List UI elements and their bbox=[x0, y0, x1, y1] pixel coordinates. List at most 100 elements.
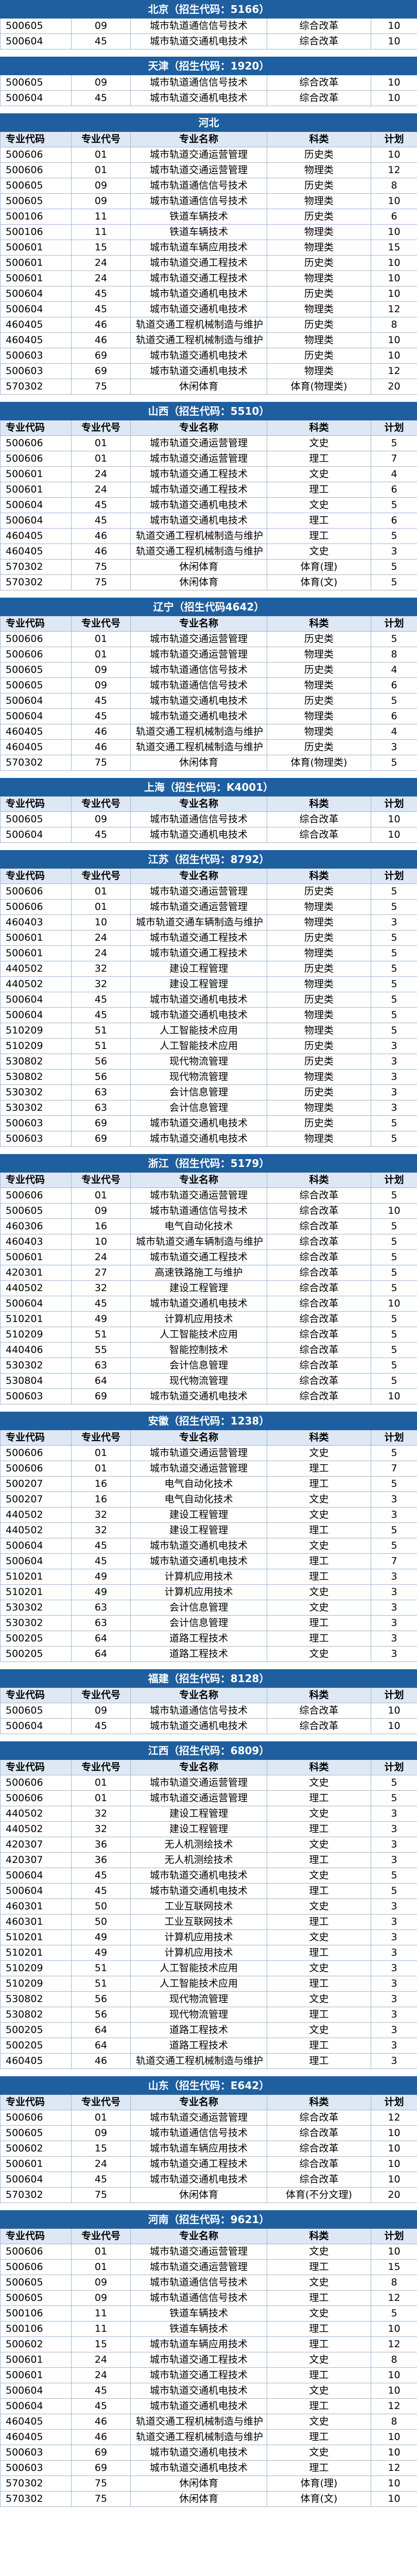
table-row: 460306 16 电气自动化技术 综合改革 5 bbox=[0, 1218, 417, 1234]
column-header-plan-count: 计划 bbox=[370, 2228, 417, 2244]
major-number-cell: 49 bbox=[71, 1584, 131, 1600]
major-name-cell: 建设工程管理 bbox=[130, 1522, 267, 1538]
major-number-cell: 32 bbox=[71, 961, 131, 977]
major-name-cell: 城市轨道通信信号技术 bbox=[130, 178, 267, 194]
major-number-cell: 09 bbox=[71, 2275, 131, 2291]
plan-count-cell: 5 bbox=[370, 559, 417, 575]
major-name-cell: 休闲体育 bbox=[130, 379, 267, 395]
section-gap-cell bbox=[0, 590, 417, 598]
section-gap bbox=[0, 2202, 417, 2211]
plan-count-cell: 5 bbox=[370, 1131, 417, 1147]
table-row: 500604 45 城市轨道交通机电技术 物理类 12 bbox=[0, 301, 417, 317]
table-row: 530302 63 会计信息管理 文史 3 bbox=[0, 1600, 417, 1616]
major-name-cell: 城市轨道交通运营管理 bbox=[130, 451, 267, 467]
table-row: 440502 32 建设工程管理 文史 3 bbox=[0, 1806, 417, 1822]
plan-count-cell: 3 bbox=[370, 1960, 417, 1976]
major-number-cell: 45 bbox=[71, 827, 131, 843]
major-code-cell: 500604 bbox=[0, 286, 72, 302]
major-number-cell: 45 bbox=[71, 1718, 131, 1734]
plan-count-cell: 3 bbox=[370, 1945, 417, 1961]
plan-count-cell: 15 bbox=[370, 2259, 417, 2275]
major-name-cell: 城市轨道交通工程技术 bbox=[130, 945, 267, 961]
major-code-cell: 500606 bbox=[0, 2110, 72, 2126]
major-code-cell: 500205 bbox=[0, 1631, 72, 1647]
plan-count-cell: 10 bbox=[370, 348, 417, 364]
major-name-cell: 城市轨道交通工程技术 bbox=[130, 270, 267, 286]
major-code-cell: 500205 bbox=[0, 1646, 72, 1662]
table-row: 460301 50 工业互联网技术 文史 3 bbox=[0, 1899, 417, 1914]
major-number-cell: 46 bbox=[71, 724, 131, 740]
major-code-cell: 500604 bbox=[0, 1883, 72, 1899]
section-title-row: 北京（招生代码：5166） bbox=[0, 0, 417, 19]
major-code-cell: 510201 bbox=[0, 1929, 72, 1945]
column-header-major-name: 专业名称 bbox=[130, 2094, 267, 2110]
column-header-major-code: 专业代码 bbox=[0, 796, 72, 812]
subject-category-cell: 历史类 bbox=[267, 961, 371, 977]
table-row: 500604 45 城市轨道交通机电技术 综合改革 10 bbox=[0, 33, 417, 49]
major-code-cell: 440502 bbox=[0, 1280, 72, 1296]
major-name-cell: 建设工程管理 bbox=[130, 961, 267, 977]
major-name-cell: 人工智能技术应用 bbox=[130, 1327, 267, 1343]
major-code-cell: 500606 bbox=[0, 631, 72, 647]
subject-category-cell: 综合改革 bbox=[267, 1249, 371, 1265]
major-number-cell: 24 bbox=[71, 466, 131, 482]
column-header-major-number: 专业代号 bbox=[71, 796, 131, 812]
plan-count-cell: 4 bbox=[370, 724, 417, 740]
subject-category-cell: 文史 bbox=[267, 1868, 371, 1884]
table-row: 500605 09 城市轨道通信信号技术 综合改革 10 bbox=[0, 2125, 417, 2141]
subject-category-cell: 文史 bbox=[267, 2445, 371, 2461]
major-code-cell: 510201 bbox=[0, 1569, 72, 1585]
table-row: 500106 11 铁道车辆技术 物理类 10 bbox=[0, 224, 417, 240]
plan-count-cell: 5 bbox=[370, 1373, 417, 1389]
major-code-cell: 500601 bbox=[0, 466, 72, 482]
subject-category-cell: 物理类 bbox=[267, 677, 371, 693]
table-row: 510201 49 计算机应用技术 理工 3 bbox=[0, 1945, 417, 1961]
major-number-cell: 75 bbox=[71, 2491, 131, 2507]
major-code-cell: 500606 bbox=[0, 647, 72, 663]
table-row: 500604 45 城市轨道交通机电技术 物理类 5 bbox=[0, 1007, 417, 1023]
plan-count-cell: 3 bbox=[370, 1615, 417, 1631]
major-number-cell: 01 bbox=[71, 1188, 131, 1204]
subject-category-cell: 理工 bbox=[267, 1553, 371, 1569]
major-number-cell: 01 bbox=[71, 1461, 131, 1477]
major-number-cell: 01 bbox=[71, 631, 131, 647]
major-code-cell: 500205 bbox=[0, 2038, 72, 2054]
table-row: 460405 46 轨道交通工程机械制造与维护 文史 3 bbox=[0, 544, 417, 560]
major-number-cell: 49 bbox=[71, 1929, 131, 1945]
subject-category-cell: 理工 bbox=[267, 1522, 371, 1538]
major-code-cell: 500207 bbox=[0, 1492, 72, 1507]
major-name-cell: 会计信息管理 bbox=[130, 1615, 267, 1631]
plan-count-cell: 8 bbox=[370, 178, 417, 194]
plan-count-cell: 10 bbox=[370, 147, 417, 163]
major-code-cell: 500604 bbox=[0, 1553, 72, 1569]
subject-category-cell: 综合改革 bbox=[267, 75, 371, 91]
subject-category-cell: 文史 bbox=[267, 2022, 371, 2038]
subject-category-cell: 理工 bbox=[267, 2053, 371, 2069]
subject-category-cell: 物理类 bbox=[267, 1069, 371, 1085]
major-name-cell: 城市轨道交通运营管理 bbox=[130, 1445, 267, 1461]
plan-count-cell: 5 bbox=[370, 1249, 417, 1265]
table-row: 460405 46 轨道交通工程机械制造与维护 理工 5 bbox=[0, 528, 417, 544]
major-number-cell: 11 bbox=[71, 224, 131, 240]
plan-count-cell: 12 bbox=[370, 2460, 417, 2476]
major-name-cell: 轨道交通工程机械制造与维护 bbox=[130, 724, 267, 740]
major-number-cell: 01 bbox=[71, 647, 131, 663]
plan-count-cell: 5 bbox=[370, 574, 417, 590]
subject-category-cell: 理工 bbox=[267, 482, 371, 498]
plan-count-cell: 3 bbox=[370, 1507, 417, 1523]
major-code-cell: 510209 bbox=[0, 1038, 72, 1054]
subject-category-cell: 历史类 bbox=[267, 348, 371, 364]
plan-count-cell: 4 bbox=[370, 662, 417, 678]
plan-count-cell: 12 bbox=[370, 2336, 417, 2352]
major-name-cell: 城市轨道交通工程技术 bbox=[130, 2352, 267, 2368]
major-number-cell: 46 bbox=[71, 528, 131, 544]
column-header-plan-count: 计划 bbox=[370, 796, 417, 812]
major-number-cell: 32 bbox=[71, 1280, 131, 1296]
column-header-major-code: 专业代码 bbox=[0, 616, 72, 632]
plan-count-cell: 5 bbox=[370, 1311, 417, 1327]
major-code-cell: 420307 bbox=[0, 1837, 72, 1853]
major-code-cell: 500606 bbox=[0, 2259, 72, 2275]
plan-count-cell: 7 bbox=[370, 1461, 417, 1477]
major-name-cell: 智能控制技术 bbox=[130, 1342, 267, 1358]
major-code-cell: 530302 bbox=[0, 1100, 72, 1116]
